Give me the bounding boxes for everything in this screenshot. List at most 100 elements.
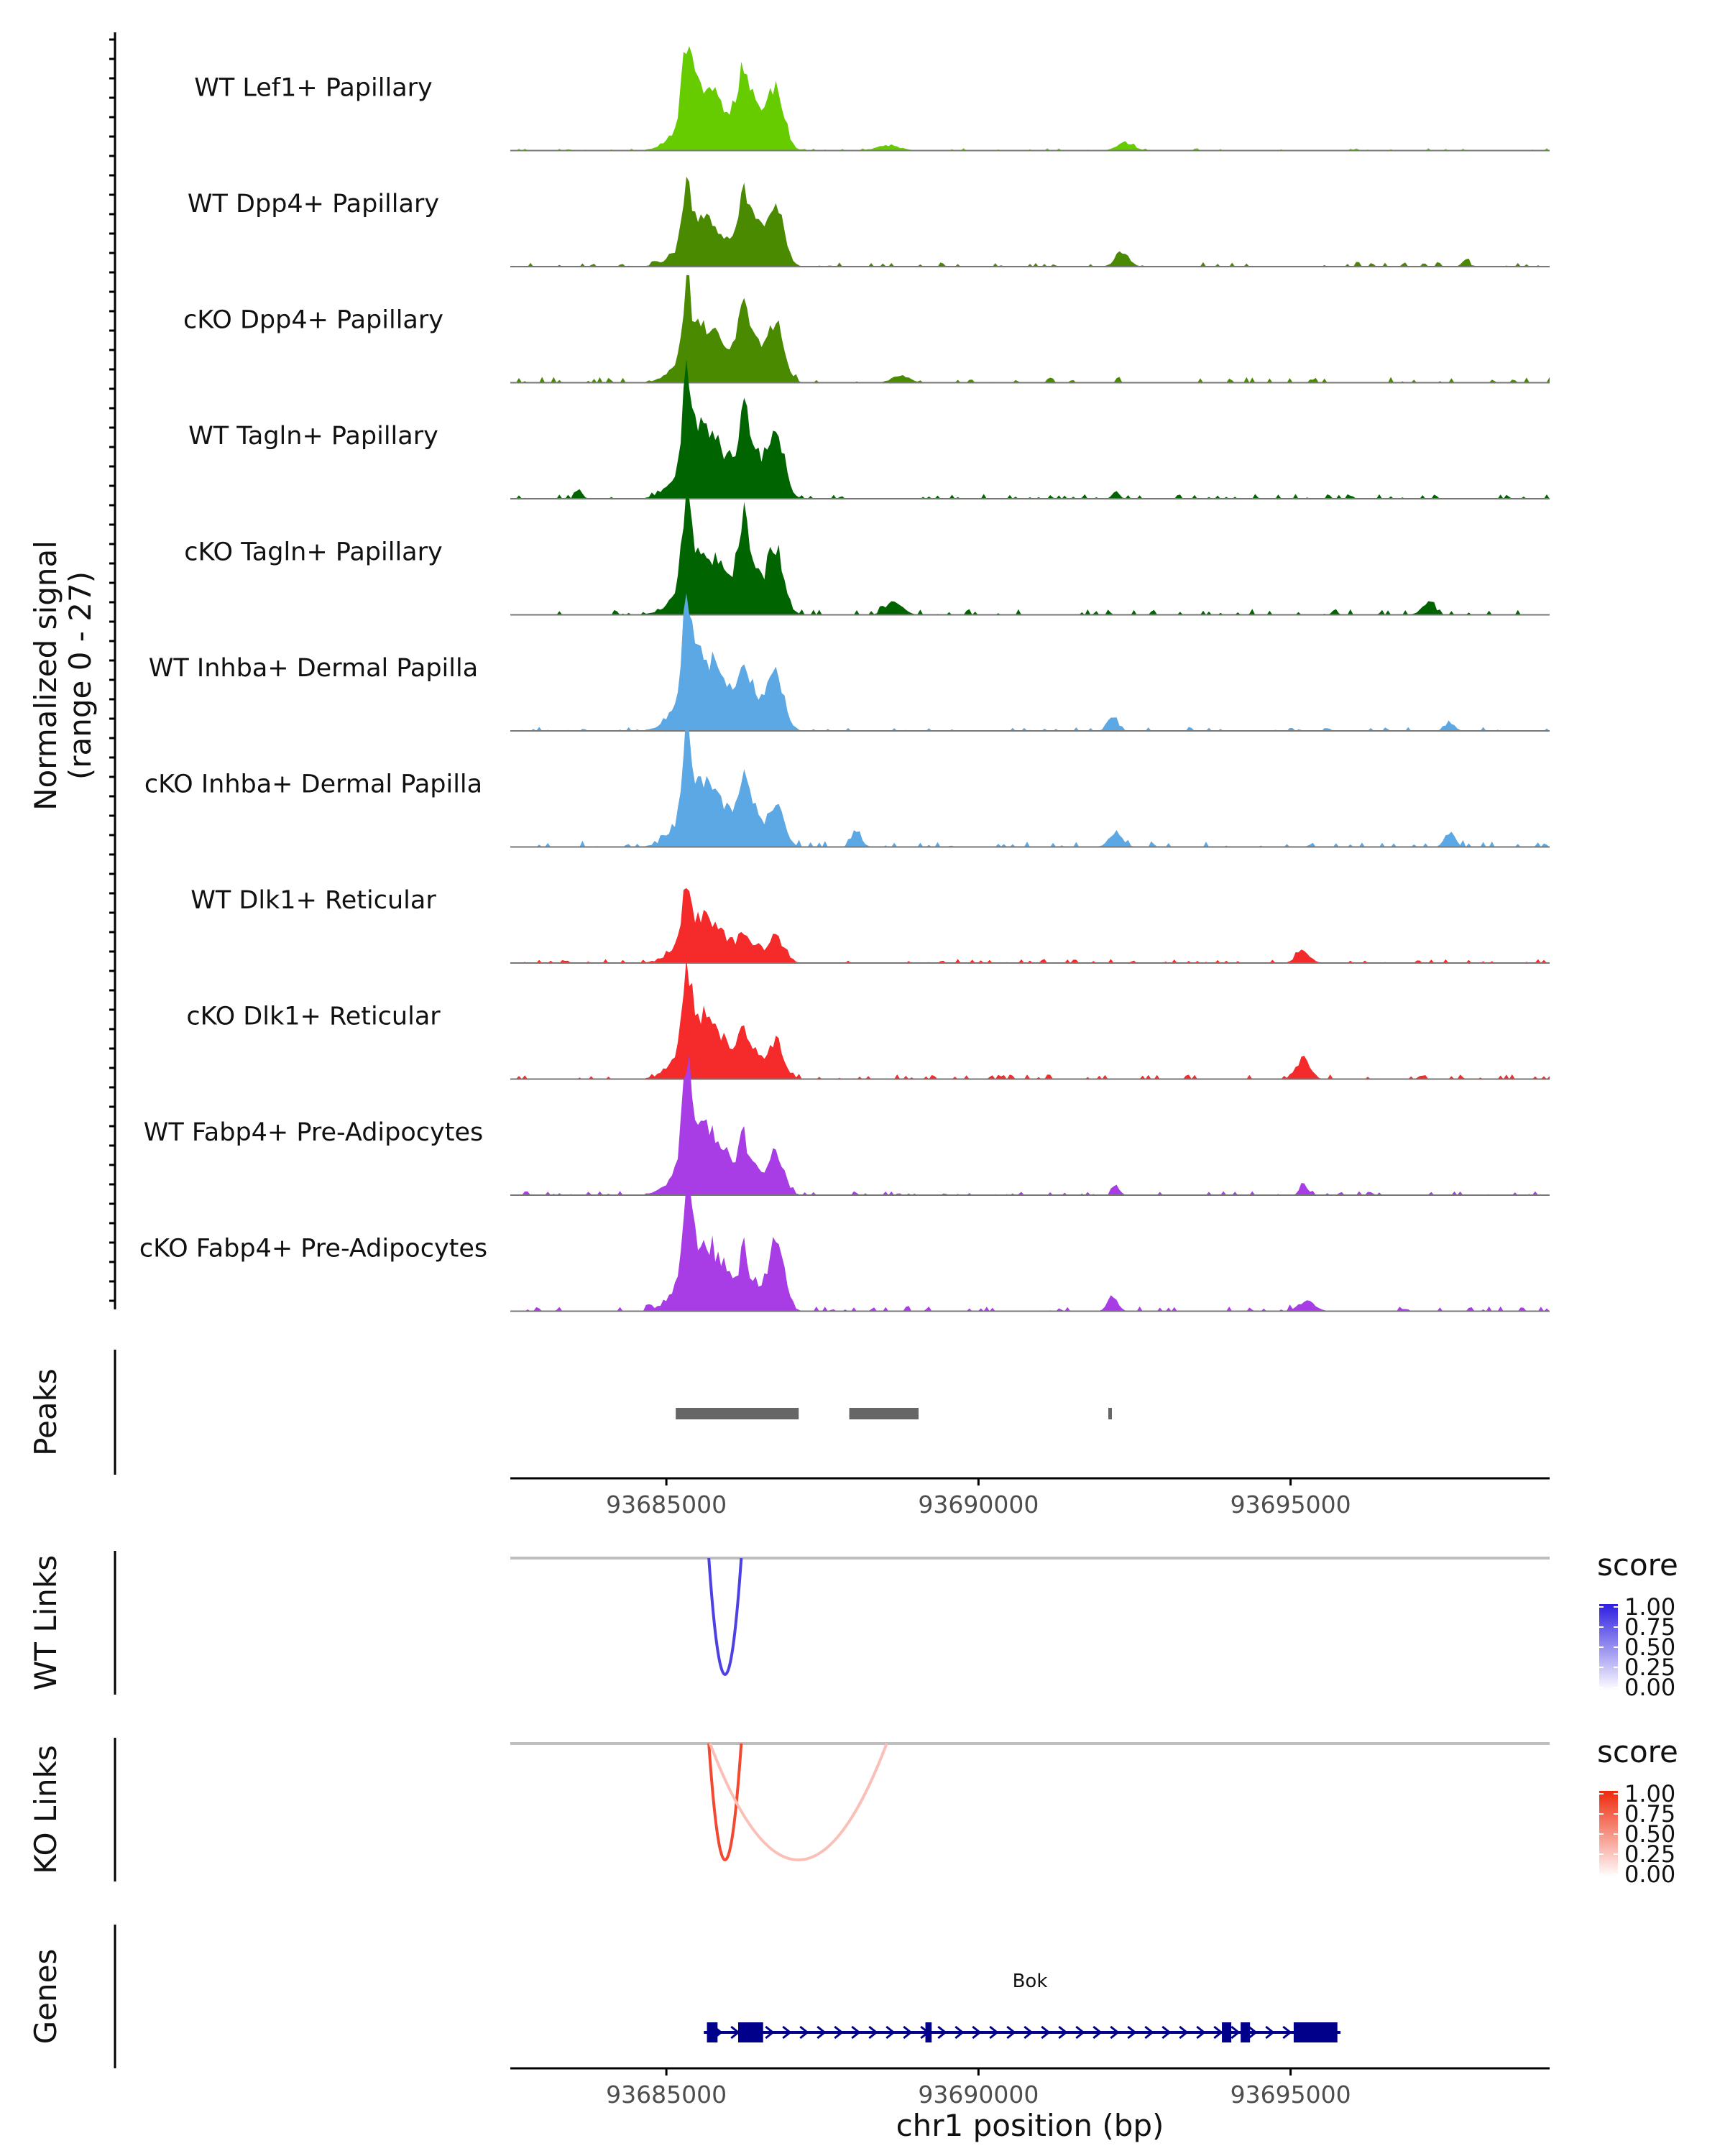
strand-arrow — [886, 2025, 896, 2040]
strand-arrow — [765, 2025, 775, 2040]
coverage-signal-area — [510, 46, 1550, 151]
coverage-track-label: cKO Dlk1+ Reticular — [186, 1003, 441, 1031]
strand-arrow — [1213, 2025, 1223, 2040]
x-tick-label: 93685000 — [606, 1491, 727, 1519]
x-tick-label: 93695000 — [1230, 2081, 1351, 2109]
legend-tick-label: 0.75 — [1624, 1800, 1675, 1828]
ko-legend-title: score — [1597, 1734, 1678, 1769]
strand-arrow — [1092, 2025, 1103, 2040]
x-tick-label: 93690000 — [918, 2081, 1039, 2109]
strand-arrow — [851, 2025, 861, 2040]
gene-name-label: Bok — [1013, 1971, 1048, 1992]
strand-arrow — [1075, 2025, 1085, 2040]
coverage-track: cKO Fabp4+ Pre-Adipocytes — [139, 1181, 1550, 1312]
ko-score-legend: score 1.000.750.500.250.00 — [1597, 1734, 1678, 1888]
peak-region — [676, 1408, 799, 1419]
coverage-track: cKO Inhba+ Dermal Papilla — [144, 707, 1550, 848]
upper-x-axis-ticks: 93685000 93690000 93695000 — [606, 1478, 1351, 1519]
strand-arrow — [799, 2025, 809, 2040]
strand-arrow — [868, 2025, 878, 2040]
strand-arrow — [834, 2025, 844, 2040]
ko-legend-ticks: 1.000.750.500.250.00 — [1599, 1780, 1675, 1888]
strand-arrow — [1058, 2025, 1068, 2040]
coverage-track-label: cKO Inhba+ Dermal Papilla — [144, 770, 482, 799]
strand-arrow — [903, 2025, 913, 2040]
peak-region — [849, 1408, 919, 1419]
coverage-track-label: cKO Fabp4+ Pre-Adipocytes — [139, 1235, 487, 1263]
coverage-track-label: WT Tagln+ Papillary — [188, 422, 438, 451]
ko-links-section: KO Links score 1.000.750.500.250.00 — [28, 1734, 1678, 1888]
coverage-signal-area — [510, 1054, 1550, 1195]
gene-exon — [1241, 2022, 1251, 2042]
wt-legend-ticks: 1.000.750.500.250.00 — [1599, 1593, 1675, 1701]
strand-arrow — [1110, 2025, 1120, 2040]
x-axis-title: chr1 position (bp) — [896, 2108, 1164, 2143]
legend-tick-label: 0.75 — [1624, 1613, 1675, 1641]
legend-tick-label: 0.25 — [1624, 1654, 1675, 1681]
coverage-track-label: cKO Dpp4+ Papillary — [183, 306, 443, 335]
gene-exon — [925, 2022, 932, 2042]
coverage-track: cKO Dlk1+ Reticular — [186, 958, 1550, 1080]
coverage-track: WT Dlk1+ Reticular — [190, 886, 1550, 964]
coverage-track: cKO Tagln+ Papillary — [184, 488, 1550, 616]
legend-tick-label: 0.00 — [1624, 1861, 1675, 1888]
wt-links-section: WT Links score 1.000.750.500.250.00 — [28, 1547, 1678, 1701]
coverage-track: WT Fabp4+ Pre-Adipocytes — [144, 1054, 1550, 1196]
coverage-track-label: cKO Tagln+ Papillary — [184, 538, 443, 567]
peaks-section: Peaks 93685000 93690000 93695000 — [28, 1350, 1550, 1519]
wt-score-legend: score 1.000.750.500.250.00 — [1597, 1547, 1678, 1701]
wt-links-label: WT Links — [28, 1555, 63, 1690]
ko-links-label: KO Links — [28, 1745, 63, 1874]
coverage-signal-area — [510, 1181, 1550, 1312]
legend-tick-label: 0.50 — [1624, 1820, 1675, 1848]
strand-arrow — [1006, 2025, 1016, 2040]
legend-tick-label: 0.00 — [1624, 1674, 1675, 1701]
coverage-section: Normalized signal (range 0 - 27) WT Lef1… — [28, 32, 1550, 1312]
coverage-signal-area — [510, 275, 1550, 383]
gene-exon — [707, 2022, 718, 2042]
strand-arrow — [954, 2025, 965, 2040]
strand-arrow — [1282, 2025, 1292, 2040]
wt-legend-title: score — [1597, 1547, 1678, 1583]
strand-arrow — [1127, 2025, 1137, 2040]
strand-arrow — [1024, 2025, 1034, 2040]
coverage-signal-area — [510, 593, 1550, 731]
genes-section: Genes Bok 93685000 93690000 93695000 chr1 … — [28, 1925, 1550, 2143]
coverage-signal-area — [510, 958, 1550, 1079]
strand-arrow — [1248, 2025, 1258, 2040]
x-tick-label: 93695000 — [1230, 1491, 1351, 1519]
peak-region — [1108, 1408, 1112, 1419]
coverage-y-ticks — [109, 38, 115, 1302]
coverage-signal-area — [510, 176, 1550, 267]
strand-arrow — [1162, 2025, 1172, 2040]
gene-exon — [737, 2022, 763, 2042]
gene-exon — [1293, 2022, 1338, 2042]
peaks-track-label: Peaks — [28, 1368, 63, 1456]
coverage-ylabel-line1: Normalized signal — [28, 540, 63, 811]
coverage-track: WT Dpp4+ Papillary — [188, 176, 1550, 267]
strand-arrow — [937, 2025, 947, 2040]
link-arc — [707, 1557, 743, 1676]
coverage-track: WT Inhba+ Dermal Papilla — [149, 593, 1550, 732]
x-tick-label: 93685000 — [606, 2081, 727, 2109]
coverage-track: WT Tagln+ Papillary — [188, 359, 1550, 499]
x-tick-label: 93690000 — [918, 1491, 1039, 1519]
coverage-ylabel-line2: (range 0 - 27) — [63, 571, 98, 780]
coverage-signal-area — [510, 888, 1550, 963]
strand-arrow — [1265, 2025, 1275, 2040]
strand-arrow — [1196, 2025, 1206, 2040]
coverage-track: cKO Dpp4+ Papillary — [183, 275, 1550, 384]
lower-x-axis-ticks: 93685000 93690000 93695000 — [606, 2068, 1351, 2109]
legend-tick-label: 0.25 — [1624, 1841, 1675, 1868]
coverage-track-label: WT Fabp4+ Pre-Adipocytes — [144, 1118, 483, 1147]
link-arc — [709, 1743, 888, 1861]
genes-track-label: Genes — [28, 1949, 63, 2045]
legend-tick-label: 0.50 — [1624, 1634, 1675, 1661]
coverage-signal-area — [510, 359, 1550, 499]
coverage-track-label: WT Lef1+ Papillary — [194, 74, 433, 103]
link-arc — [707, 1743, 743, 1861]
coverage-tracks: WT Lef1+ Papillary WT Dpp4+ Papillary cKO … — [139, 46, 1550, 1312]
strand-arrow — [1230, 2025, 1241, 2040]
peak-regions — [676, 1408, 1112, 1419]
